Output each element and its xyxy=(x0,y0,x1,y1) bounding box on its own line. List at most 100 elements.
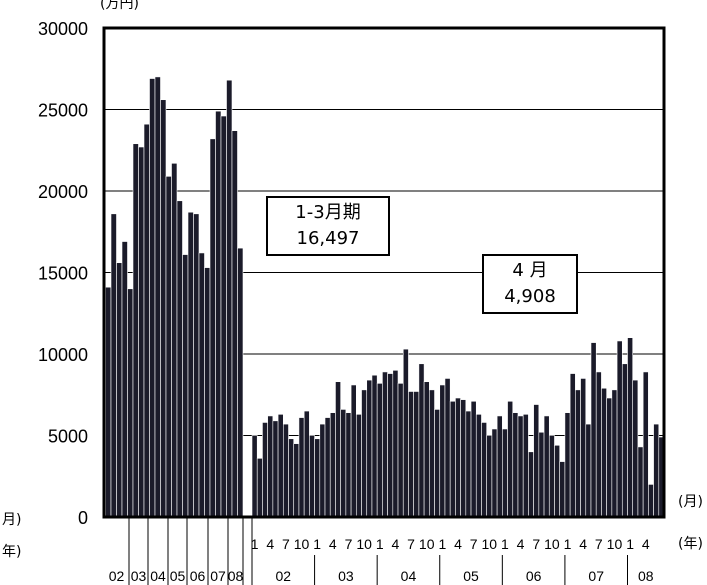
monthly-bar xyxy=(627,337,634,518)
month-x-label: 4 xyxy=(579,536,587,552)
y-tick-label: 15000 xyxy=(38,264,88,284)
monthly-bar xyxy=(418,363,425,518)
monthly-bar xyxy=(507,400,514,518)
monthly-bar xyxy=(423,381,430,518)
monthly-bar xyxy=(392,369,399,518)
month-x-label: 10 xyxy=(294,536,310,552)
monthly-bar xyxy=(335,381,341,518)
month-x-label: 4 xyxy=(642,536,650,552)
monthly-bar xyxy=(543,415,550,518)
monthly-bar xyxy=(309,435,315,518)
monthly-bar xyxy=(575,389,581,518)
monthly-bars xyxy=(251,337,665,518)
monthly-bar xyxy=(256,458,263,518)
month-x-label: 10 xyxy=(482,536,498,552)
monthly-bar xyxy=(429,389,435,518)
monthly-bar xyxy=(251,435,258,518)
quarterly-bar xyxy=(143,123,150,518)
monthly-year-label: 03 xyxy=(338,568,354,584)
monthly-bar xyxy=(298,417,305,518)
monthly-bar xyxy=(502,428,508,518)
monthly-bar xyxy=(303,410,310,518)
y-tick-label: 25000 xyxy=(38,101,88,121)
monthly-bar xyxy=(293,443,300,518)
monthly-bar xyxy=(449,400,456,518)
monthly-bar xyxy=(397,383,404,518)
monthly-bar xyxy=(387,373,394,518)
month-x-label: 1 xyxy=(564,536,572,552)
month-x-label: 7 xyxy=(532,536,540,552)
monthly-bar xyxy=(475,414,482,518)
month-x-label: 4 xyxy=(266,536,274,552)
quarterly-bar xyxy=(182,254,189,518)
monthly-bar xyxy=(460,399,467,518)
monthly-bar xyxy=(621,363,628,518)
quarterly-bar xyxy=(165,176,172,518)
monthly-bar xyxy=(345,412,352,518)
y-unit-label: (万円) xyxy=(100,0,139,12)
monthly-bar xyxy=(601,387,607,518)
april-annotation-title: 4 月 xyxy=(512,260,548,281)
monthly-bar xyxy=(324,417,331,518)
monthly-bar xyxy=(361,389,368,518)
monthly-bar xyxy=(314,438,321,518)
monthly-bar xyxy=(465,410,472,518)
q1-annotation-title: 1-3月期 xyxy=(295,202,361,223)
month-x-label: 4 xyxy=(392,536,400,552)
month-x-label: 10 xyxy=(356,536,372,552)
monthly-bar xyxy=(548,435,555,518)
y-tick-label: 5000 xyxy=(48,427,88,447)
monthly-bar xyxy=(528,451,534,518)
quarterly-bar xyxy=(138,146,145,518)
quarterly-bar xyxy=(231,130,238,518)
annual-x-label: 08 xyxy=(228,568,244,584)
monthly-bar xyxy=(616,340,623,518)
monthly-bar xyxy=(408,391,414,518)
monthly-bar xyxy=(486,435,493,518)
quarterly-bar xyxy=(204,267,211,518)
quarterly-bar xyxy=(187,211,194,518)
monthly-bar xyxy=(262,422,268,518)
annual-x-label: 04 xyxy=(150,568,166,584)
monthly-bar xyxy=(329,412,336,518)
quarterly-bar xyxy=(209,138,216,518)
quarterly-bar xyxy=(154,76,161,518)
month-x-label: 7 xyxy=(282,536,290,552)
month-x-label: 4 xyxy=(517,536,525,552)
monthly-bar xyxy=(585,423,592,518)
monthly-year-label: 04 xyxy=(401,568,417,584)
quarterly-bars xyxy=(105,76,244,518)
monthly-bar xyxy=(637,446,644,518)
monthly-bar xyxy=(559,461,566,518)
annual-x-label: 07 xyxy=(210,568,226,584)
monthly-year-label: 08 xyxy=(638,568,654,584)
monthly-bar xyxy=(277,414,284,518)
monthly-bar xyxy=(595,371,602,518)
month-x-label: 10 xyxy=(419,536,435,552)
month-x-label: 1 xyxy=(251,536,259,552)
monthly-year-label: 06 xyxy=(526,568,542,584)
monthly-bar xyxy=(282,423,289,518)
y-tick-label: 0 xyxy=(78,508,88,528)
month-x-label: 7 xyxy=(595,536,603,552)
monthly-bar xyxy=(590,342,597,518)
monthly-bar xyxy=(533,404,540,518)
monthly-bar xyxy=(512,412,519,518)
monthly-bar xyxy=(496,415,503,518)
monthly-bar xyxy=(470,400,477,518)
month-x-label: 1 xyxy=(438,536,446,552)
quarterly-bar xyxy=(121,241,128,518)
monthly-bar xyxy=(455,397,461,518)
monthly-bar xyxy=(350,384,357,518)
monthly-bar xyxy=(272,420,279,518)
monthly-bar xyxy=(522,414,529,518)
y-axis-ticks: 30000 25000 20000 15000 10000 5000 0 (万円) xyxy=(38,0,139,528)
monthly-bar xyxy=(611,389,618,518)
quarterly-bar xyxy=(198,252,205,518)
left-year-label: 年) xyxy=(2,544,21,560)
monthly-bar xyxy=(642,371,649,518)
monthly-year-label: 02 xyxy=(276,568,292,584)
monthly-bar xyxy=(632,379,639,518)
monthly-bar xyxy=(340,409,347,518)
monthly-year-label: 05 xyxy=(463,568,479,584)
